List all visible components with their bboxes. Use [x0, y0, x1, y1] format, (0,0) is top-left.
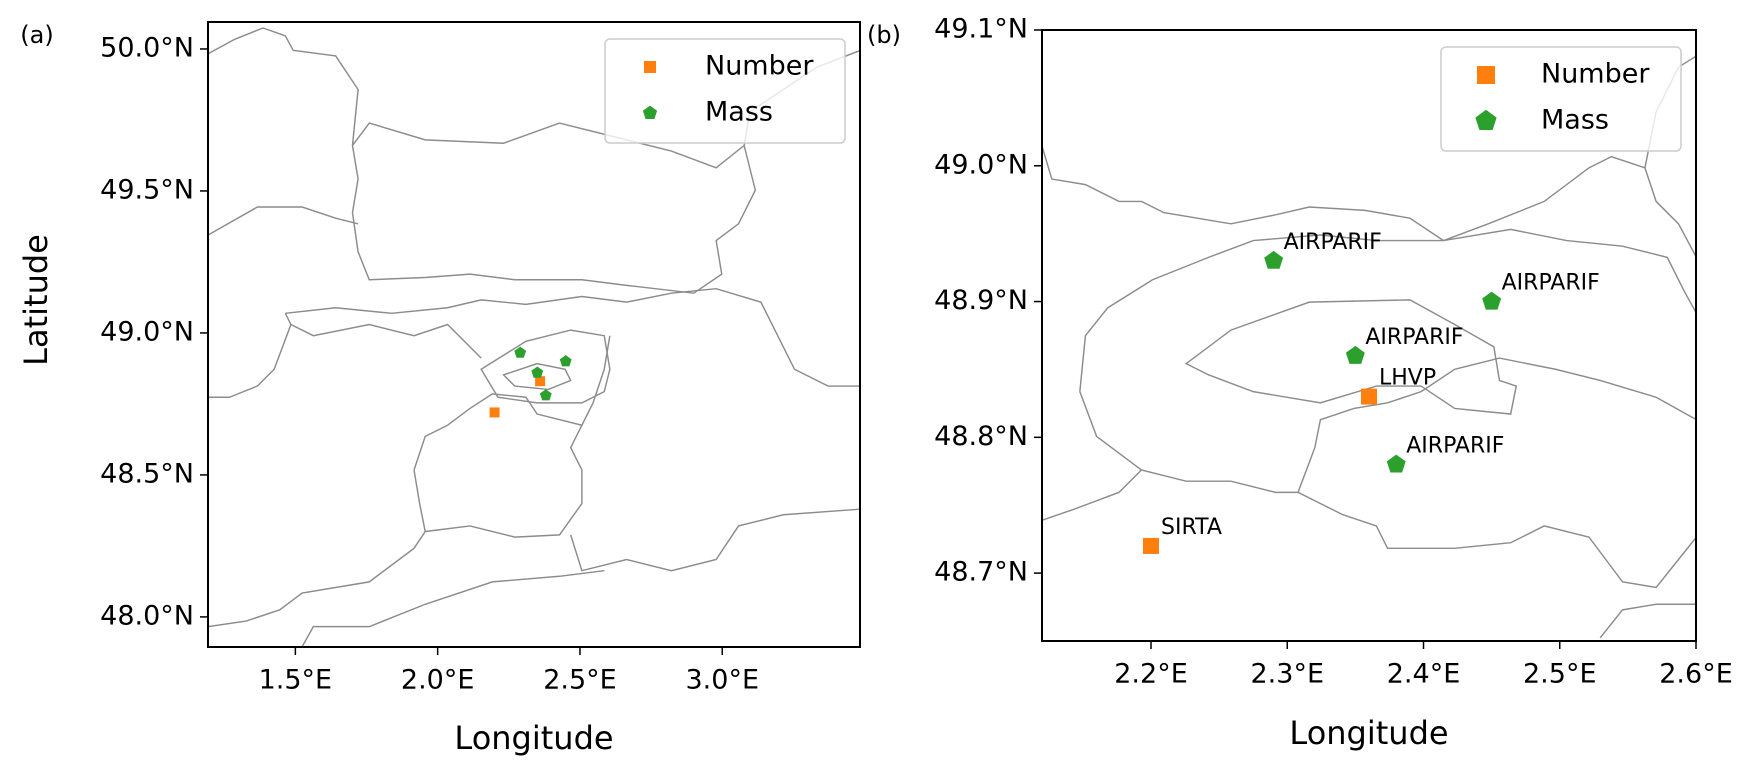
y-tick-label: 49.1°N	[934, 14, 1028, 45]
marker-pentagon	[531, 366, 544, 378]
panel-label: (b)	[867, 21, 901, 49]
marker-square	[535, 376, 546, 387]
x-tick-label: 2.4°E	[1387, 659, 1461, 690]
point-label: LHVP	[1379, 366, 1436, 391]
legend-label: Number	[1541, 59, 1650, 90]
x-tick-label: 1.5°E	[259, 665, 333, 696]
legend-label: Mass	[1541, 105, 1609, 136]
marker-square	[1143, 537, 1159, 554]
y-tick-label: 48.5°N	[100, 458, 194, 489]
x-tick-label: 2.0°E	[401, 665, 475, 696]
x-tick-label: 3.0°E	[686, 665, 760, 696]
y-tick-label: 49.0°N	[100, 316, 194, 347]
legend-marker	[1477, 66, 1495, 84]
marker-pentagon	[1264, 250, 1284, 269]
y-tick-label: 50.0°N	[100, 32, 194, 63]
marker-square	[1361, 388, 1377, 405]
legend-marker	[1475, 109, 1497, 130]
point-label: AIRPARIF	[1406, 433, 1504, 458]
y-axis-label: Latitude	[17, 234, 55, 366]
marker-pentagon	[1345, 345, 1365, 364]
axes-frame	[1041, 29, 1697, 642]
y-tick-label: 49.0°N	[934, 149, 1028, 180]
y-tick-label: 48.8°N	[934, 421, 1028, 452]
marker-pentagon	[1386, 454, 1406, 473]
y-tick-label: 49.5°N	[100, 174, 194, 205]
marker-pentagon	[514, 346, 527, 358]
x-tick-label: 2.3°E	[1251, 659, 1325, 690]
legend-box	[1440, 46, 1682, 152]
marker-pentagon	[1482, 291, 1502, 310]
point-label: AIRPARIF	[1284, 230, 1382, 255]
y-tick-label: 48.9°N	[934, 285, 1028, 316]
point-label: AIRPARIF	[1502, 271, 1600, 296]
x-axis-label: Longitude	[454, 719, 613, 757]
point-label: SIRTA	[1161, 515, 1222, 540]
boundaries-a	[208, 27, 860, 647]
y-tick-label: 48.0°N	[100, 600, 194, 631]
marker-pentagon	[559, 355, 572, 367]
y-tick-label: 48.7°N	[934, 557, 1028, 588]
x-tick-label: 2.5°E	[1523, 659, 1597, 690]
marker-square	[489, 407, 500, 418]
legend-label: Number	[705, 51, 814, 82]
point-label: AIRPARIF	[1365, 325, 1463, 350]
x-tick-label: 2.5°E	[543, 665, 617, 696]
marker-pentagon	[539, 389, 552, 401]
axes-frame	[207, 21, 861, 648]
legend-marker	[642, 105, 658, 119]
legend-marker	[644, 61, 656, 73]
x-tick-label: 2.2°E	[1114, 659, 1188, 690]
legend-label: Mass	[705, 97, 773, 128]
x-axis-label: Longitude	[1289, 714, 1448, 752]
legend-box	[604, 38, 846, 144]
panel-label: (a)	[20, 21, 53, 49]
x-tick-label: 2.6°E	[1659, 659, 1733, 690]
